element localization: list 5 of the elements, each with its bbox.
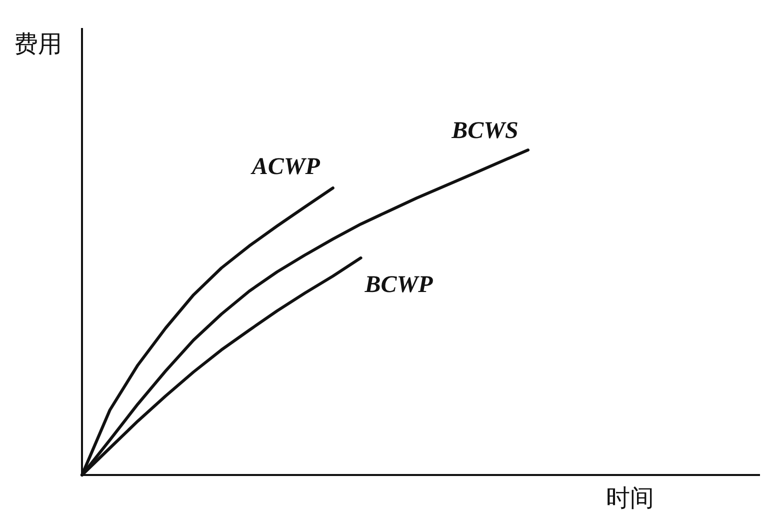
series-label: BCWP (364, 272, 434, 298)
y-axis-title: 费用 (14, 30, 62, 58)
series-label: ACWP (250, 154, 320, 180)
x-axis-title: 时间 (606, 484, 654, 512)
series-label: BCWS (450, 118, 518, 144)
